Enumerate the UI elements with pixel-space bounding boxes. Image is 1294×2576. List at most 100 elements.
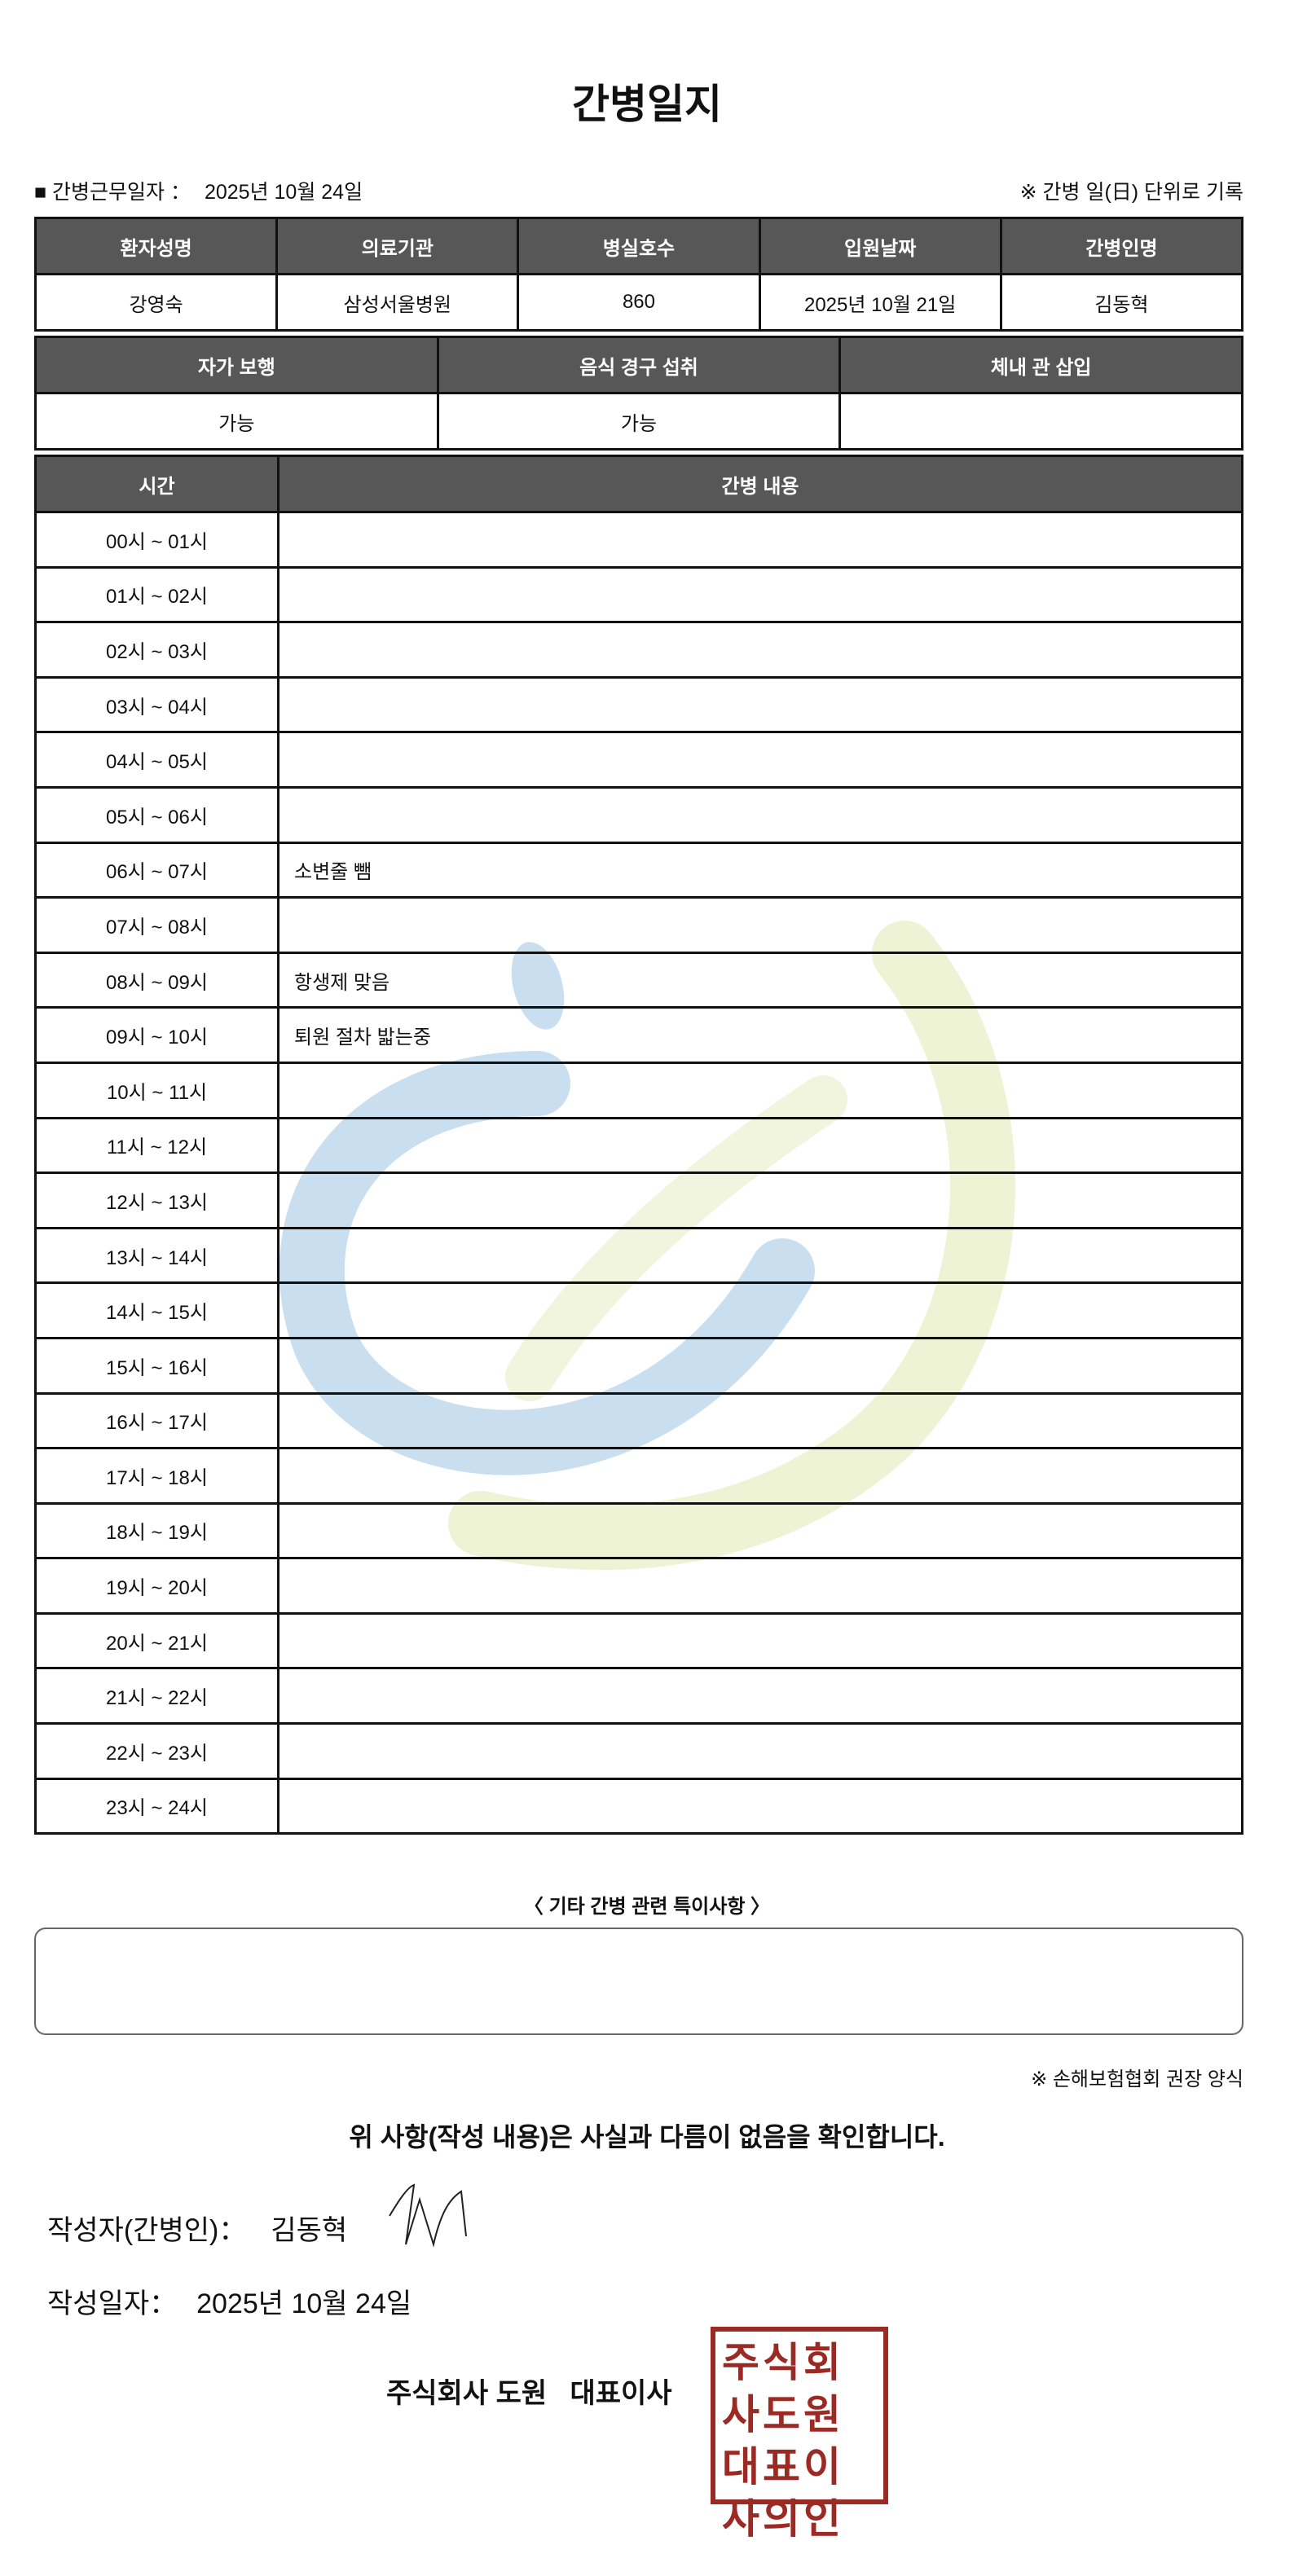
- admission-date: 2025년 10월 21일: [758, 273, 1002, 332]
- log-row: 18시 ~ 19시: [34, 1501, 1243, 1560]
- header-patient-name: 환자성명: [33, 217, 279, 275]
- log-content: [277, 731, 1243, 789]
- log-content: [277, 1667, 1243, 1725]
- log-row: 05시 ~ 06시: [34, 785, 1243, 844]
- log-time: 17시 ~ 18시: [34, 1447, 279, 1505]
- patient-name: 강영숙: [33, 273, 279, 332]
- log-time: 18시 ~ 19시: [34, 1501, 279, 1560]
- seal-character: 원: [803, 2392, 841, 2438]
- log-time: 22시 ~ 23시: [34, 1722, 279, 1780]
- written-date-value: 2025년 10월 24일: [196, 2288, 412, 2319]
- patient-info-table: 환자성명 의료기관 병실호수 입원날짜 간병인명 강영숙 삼성서울병원 860 …: [33, 217, 1244, 332]
- notes-box: [34, 1928, 1243, 2035]
- log-time: 14시 ~ 15시: [34, 1281, 279, 1339]
- record-unit-note: ※ 간병 일(日) 단위로 기록: [1019, 181, 1243, 204]
- log-time: 23시 ~ 24시: [34, 1777, 279, 1835]
- header-caregiver: 간병인명: [999, 217, 1244, 275]
- work-date-label: ■ 간병근무일자 ：: [34, 181, 191, 204]
- form-note: ※ 손해보험협회 권장 양식: [1031, 2068, 1243, 2090]
- log-row: 04시 ~ 05시: [34, 731, 1243, 789]
- seal-character: 사: [722, 2496, 759, 2542]
- caregiver-name: 김동혁: [999, 273, 1244, 332]
- header-admission-date: 입원날짜: [758, 217, 1002, 275]
- header-room: 병실호수: [517, 217, 761, 275]
- log-row: 06시 ~ 07시 소변줄 뺌: [34, 841, 1243, 899]
- care-log-table: 시간 간병 내용 00시 ~ 01시 01시 ~ 02시 02시 ~ 03시 03시 …: [34, 455, 1243, 1835]
- log-time: 03시 ~ 04시: [34, 675, 279, 734]
- confirmation-statement: 위 사항(작성 내용)은 사실과 다름이 없음을 확인합니다.: [349, 2122, 945, 2152]
- log-row: 14시 ~ 15시: [34, 1281, 1243, 1339]
- log-time: 02시 ~ 03시: [34, 621, 279, 679]
- hospital: 삼성서울병원: [275, 273, 520, 332]
- log-content: [277, 675, 1243, 734]
- log-content: [277, 1611, 1243, 1670]
- log-content: [277, 1116, 1243, 1175]
- log-row: 15시 ~ 16시: [34, 1336, 1243, 1395]
- writer-label: 작성자(간병인)：: [47, 2215, 247, 2246]
- log-time: 09시 ~ 10시: [34, 1006, 279, 1064]
- log-time: 13시 ~ 14시: [34, 1226, 279, 1285]
- room-number: 860: [517, 273, 761, 332]
- header-oral-intake: 음식 경구 섭취: [436, 336, 842, 394]
- log-time: 05시 ~ 06시: [34, 785, 279, 844]
- log-content: [277, 1501, 1243, 1560]
- log-row: 22시 ~ 23시: [34, 1722, 1243, 1780]
- log-row: 09시 ~ 10시 퇴원 절차 밟는중: [34, 1006, 1243, 1064]
- seal-character: 도: [763, 2392, 800, 2438]
- log-time: 11시 ~ 12시: [34, 1116, 279, 1175]
- header-walking: 자가 보행: [34, 336, 439, 394]
- log-row: 13시 ~ 14시: [34, 1226, 1243, 1285]
- log-content: 소변줄 뺌: [277, 841, 1243, 899]
- header-hospital: 의료기관: [275, 217, 520, 275]
- written-date: 작성일자： 2025년 10월 24일: [47, 2281, 412, 2321]
- log-row: 07시 ~ 08시: [34, 896, 1243, 954]
- header-care-content: 간병 내용: [277, 455, 1243, 513]
- log-time: 01시 ~ 02시: [34, 565, 279, 624]
- oral-intake-status: 가능: [436, 392, 842, 451]
- log-row: 23시 ~ 24시: [34, 1777, 1243, 1835]
- log-time: 00시 ~ 01시: [34, 511, 279, 569]
- tube-status: [838, 392, 1243, 451]
- log-time: 20시 ~ 21시: [34, 1611, 279, 1670]
- log-time: 04시 ~ 05시: [34, 731, 279, 789]
- seal-character: 회: [803, 2340, 841, 2385]
- log-time: 10시 ~ 11시: [34, 1061, 279, 1119]
- log-content: [277, 511, 1243, 569]
- page-title: 간병일지: [572, 81, 722, 127]
- log-time: 16시 ~ 17시: [34, 1391, 279, 1450]
- log-content: [277, 1061, 1243, 1119]
- log-row: 01시 ~ 02시: [34, 565, 1243, 624]
- work-date: ■ 간병근무일자 ： 2025년 10월 24일: [34, 176, 363, 205]
- log-row: 20시 ~ 21시: [34, 1611, 1243, 1670]
- seal-character: 이: [803, 2444, 841, 2490]
- seal-character: 주: [722, 2340, 759, 2385]
- log-content: [277, 1391, 1243, 1450]
- log-row: 17시 ~ 18시: [34, 1447, 1243, 1505]
- log-content: [277, 621, 1243, 679]
- log-content: [277, 1722, 1243, 1780]
- log-row: 19시 ~ 20시: [34, 1557, 1243, 1615]
- log-row: 00시 ~ 01시: [34, 511, 1243, 569]
- log-time: 15시 ~ 16시: [34, 1336, 279, 1395]
- log-content: [277, 1777, 1243, 1835]
- log-content: [277, 1172, 1243, 1229]
- log-row: 16시 ~ 17시: [34, 1391, 1243, 1450]
- log-content: [277, 565, 1243, 624]
- writer: 작성자(간병인)： 김동혁: [47, 2208, 347, 2248]
- log-time: 08시 ~ 09시: [34, 951, 279, 1009]
- log-content: [277, 896, 1243, 954]
- log-content: [277, 1336, 1243, 1395]
- log-content: [277, 1226, 1243, 1285]
- log-time: 06시 ~ 07시: [34, 841, 279, 899]
- seal-character: 사: [722, 2392, 759, 2438]
- company-representative: 주식회사 도원 대표이사: [386, 2378, 672, 2409]
- walking-status: 가능: [34, 392, 439, 451]
- log-row: 11시 ~ 12시: [34, 1116, 1243, 1175]
- log-content: [277, 785, 1243, 844]
- header-time: 시간: [34, 455, 279, 513]
- log-row: 02시 ~ 03시: [34, 621, 1243, 679]
- log-row: 21시 ~ 22시: [34, 1667, 1243, 1725]
- seal-character: 의: [763, 2496, 800, 2542]
- header-tube: 체내 관 삽입: [838, 336, 1243, 394]
